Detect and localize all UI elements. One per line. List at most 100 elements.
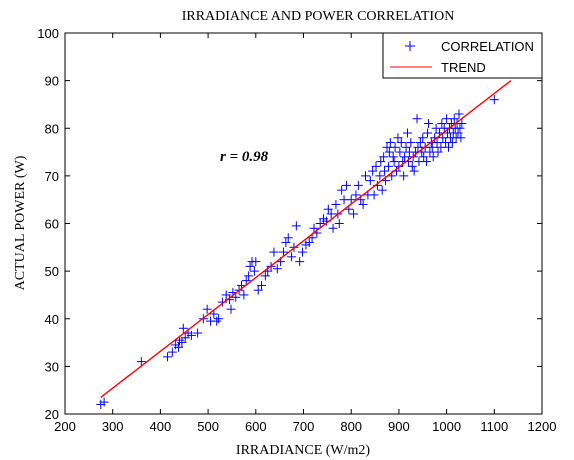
scatter-point [449, 114, 459, 124]
scatter-point [415, 138, 425, 148]
scatter-point [393, 133, 403, 143]
scatter-point [402, 128, 412, 138]
y-tick: 40 [45, 312, 542, 327]
scatter-point [163, 352, 173, 362]
x-tick: 400 [150, 33, 171, 434]
y-tick: 90 [45, 74, 542, 89]
y-tick: 20 [45, 407, 542, 422]
legend: CORRELATION TREND [382, 32, 543, 79]
scatter-point [174, 342, 184, 352]
y-tick-label: 60 [45, 217, 59, 232]
scatter-point [436, 142, 446, 152]
scatter-point [399, 171, 409, 181]
scatter-point [361, 171, 371, 181]
scatter-point [396, 138, 406, 148]
x-tick-label: 300 [102, 419, 124, 434]
scatter-point [438, 133, 448, 143]
scatter-point [245, 261, 255, 271]
scatter-point [281, 238, 291, 248]
scatter-point [239, 290, 249, 300]
scatter-point [407, 161, 417, 171]
scatter-point [456, 133, 466, 143]
correlation-annotation: r = 0.98 [220, 149, 269, 165]
scatter-point [315, 219, 325, 228]
x-tick: 700 [293, 33, 314, 434]
x-tick: 300 [102, 33, 124, 434]
legend-label-trend: TREND [441, 60, 486, 75]
scatter-point [328, 223, 338, 233]
chart-title: IRRADIANCE AND POWER CORRELATION [182, 9, 455, 24]
scatter-point [390, 142, 400, 152]
scatter-point [287, 252, 297, 262]
scatter-point [272, 264, 282, 274]
scatter-point [437, 118, 447, 128]
plot-area [64, 32, 543, 415]
scatter-point [249, 266, 259, 276]
legend-box [382, 32, 543, 79]
scatter-point [298, 247, 308, 257]
scatter-point [283, 233, 293, 243]
scatter-point [432, 138, 442, 148]
scatter-point [221, 290, 231, 300]
y-tick: 60 [45, 217, 542, 232]
scatter-point [365, 176, 375, 186]
scatter-point [193, 328, 203, 338]
scatter-point [244, 271, 254, 281]
scatter-point [349, 209, 359, 219]
legend-marker-correlation [405, 41, 415, 51]
x-tick: 500 [197, 33, 219, 434]
y-tick: 70 [45, 169, 542, 184]
y-tick: 80 [45, 121, 542, 136]
scatter-point [389, 157, 399, 167]
scatter-point [369, 190, 379, 200]
scatter-point [377, 185, 387, 195]
scatter-point [433, 147, 443, 157]
y-tick: 50 [45, 264, 542, 279]
scatter-point [178, 323, 188, 333]
scatter-point [423, 128, 433, 138]
y-tick-label: 30 [45, 359, 59, 374]
scatter-point [455, 123, 465, 133]
scatter-point [427, 142, 437, 152]
x-tick-label: 1000 [432, 419, 461, 434]
scatter-point [444, 142, 454, 152]
x-tick-label: 600 [245, 419, 267, 434]
scatter-point [295, 257, 305, 267]
scatter-point [453, 128, 463, 138]
x-tick: 600 [245, 33, 267, 434]
scatter-point [260, 271, 270, 281]
scatter-point [180, 333, 190, 343]
scatter-point [422, 157, 432, 167]
scatter-point [209, 309, 219, 319]
scatter-point [331, 199, 341, 209]
scatter-point [269, 247, 279, 257]
x-tick-label: 800 [340, 419, 362, 434]
scatter-point [217, 297, 227, 307]
x-tick: 200 [54, 33, 76, 434]
scatter-point [380, 166, 390, 176]
scatter-point [241, 276, 251, 286]
scatter-point [371, 161, 381, 171]
scatter-point [341, 180, 351, 190]
scatter-point [385, 138, 395, 148]
scatter-point [226, 304, 236, 314]
x-tick-label: 1100 [480, 419, 508, 434]
scatter-point [304, 238, 314, 248]
scatter-point [379, 152, 389, 162]
scatter-point [489, 95, 499, 105]
x-tick: 800 [340, 33, 362, 434]
scatter-point [412, 114, 422, 124]
scatter-point [414, 157, 424, 167]
scatter-point [425, 147, 435, 157]
scatter-point [99, 397, 109, 407]
y-axis-title: ACTUAL POWER (W) [13, 155, 28, 290]
x-tick-label: 200 [54, 419, 76, 434]
scatter-point [177, 338, 187, 348]
scatter-point [358, 199, 368, 209]
scatter-point [395, 147, 405, 157]
scatter-point [323, 204, 333, 214]
scatter-point [353, 180, 363, 190]
scatter-point [409, 166, 419, 176]
scatter-point [309, 223, 319, 233]
